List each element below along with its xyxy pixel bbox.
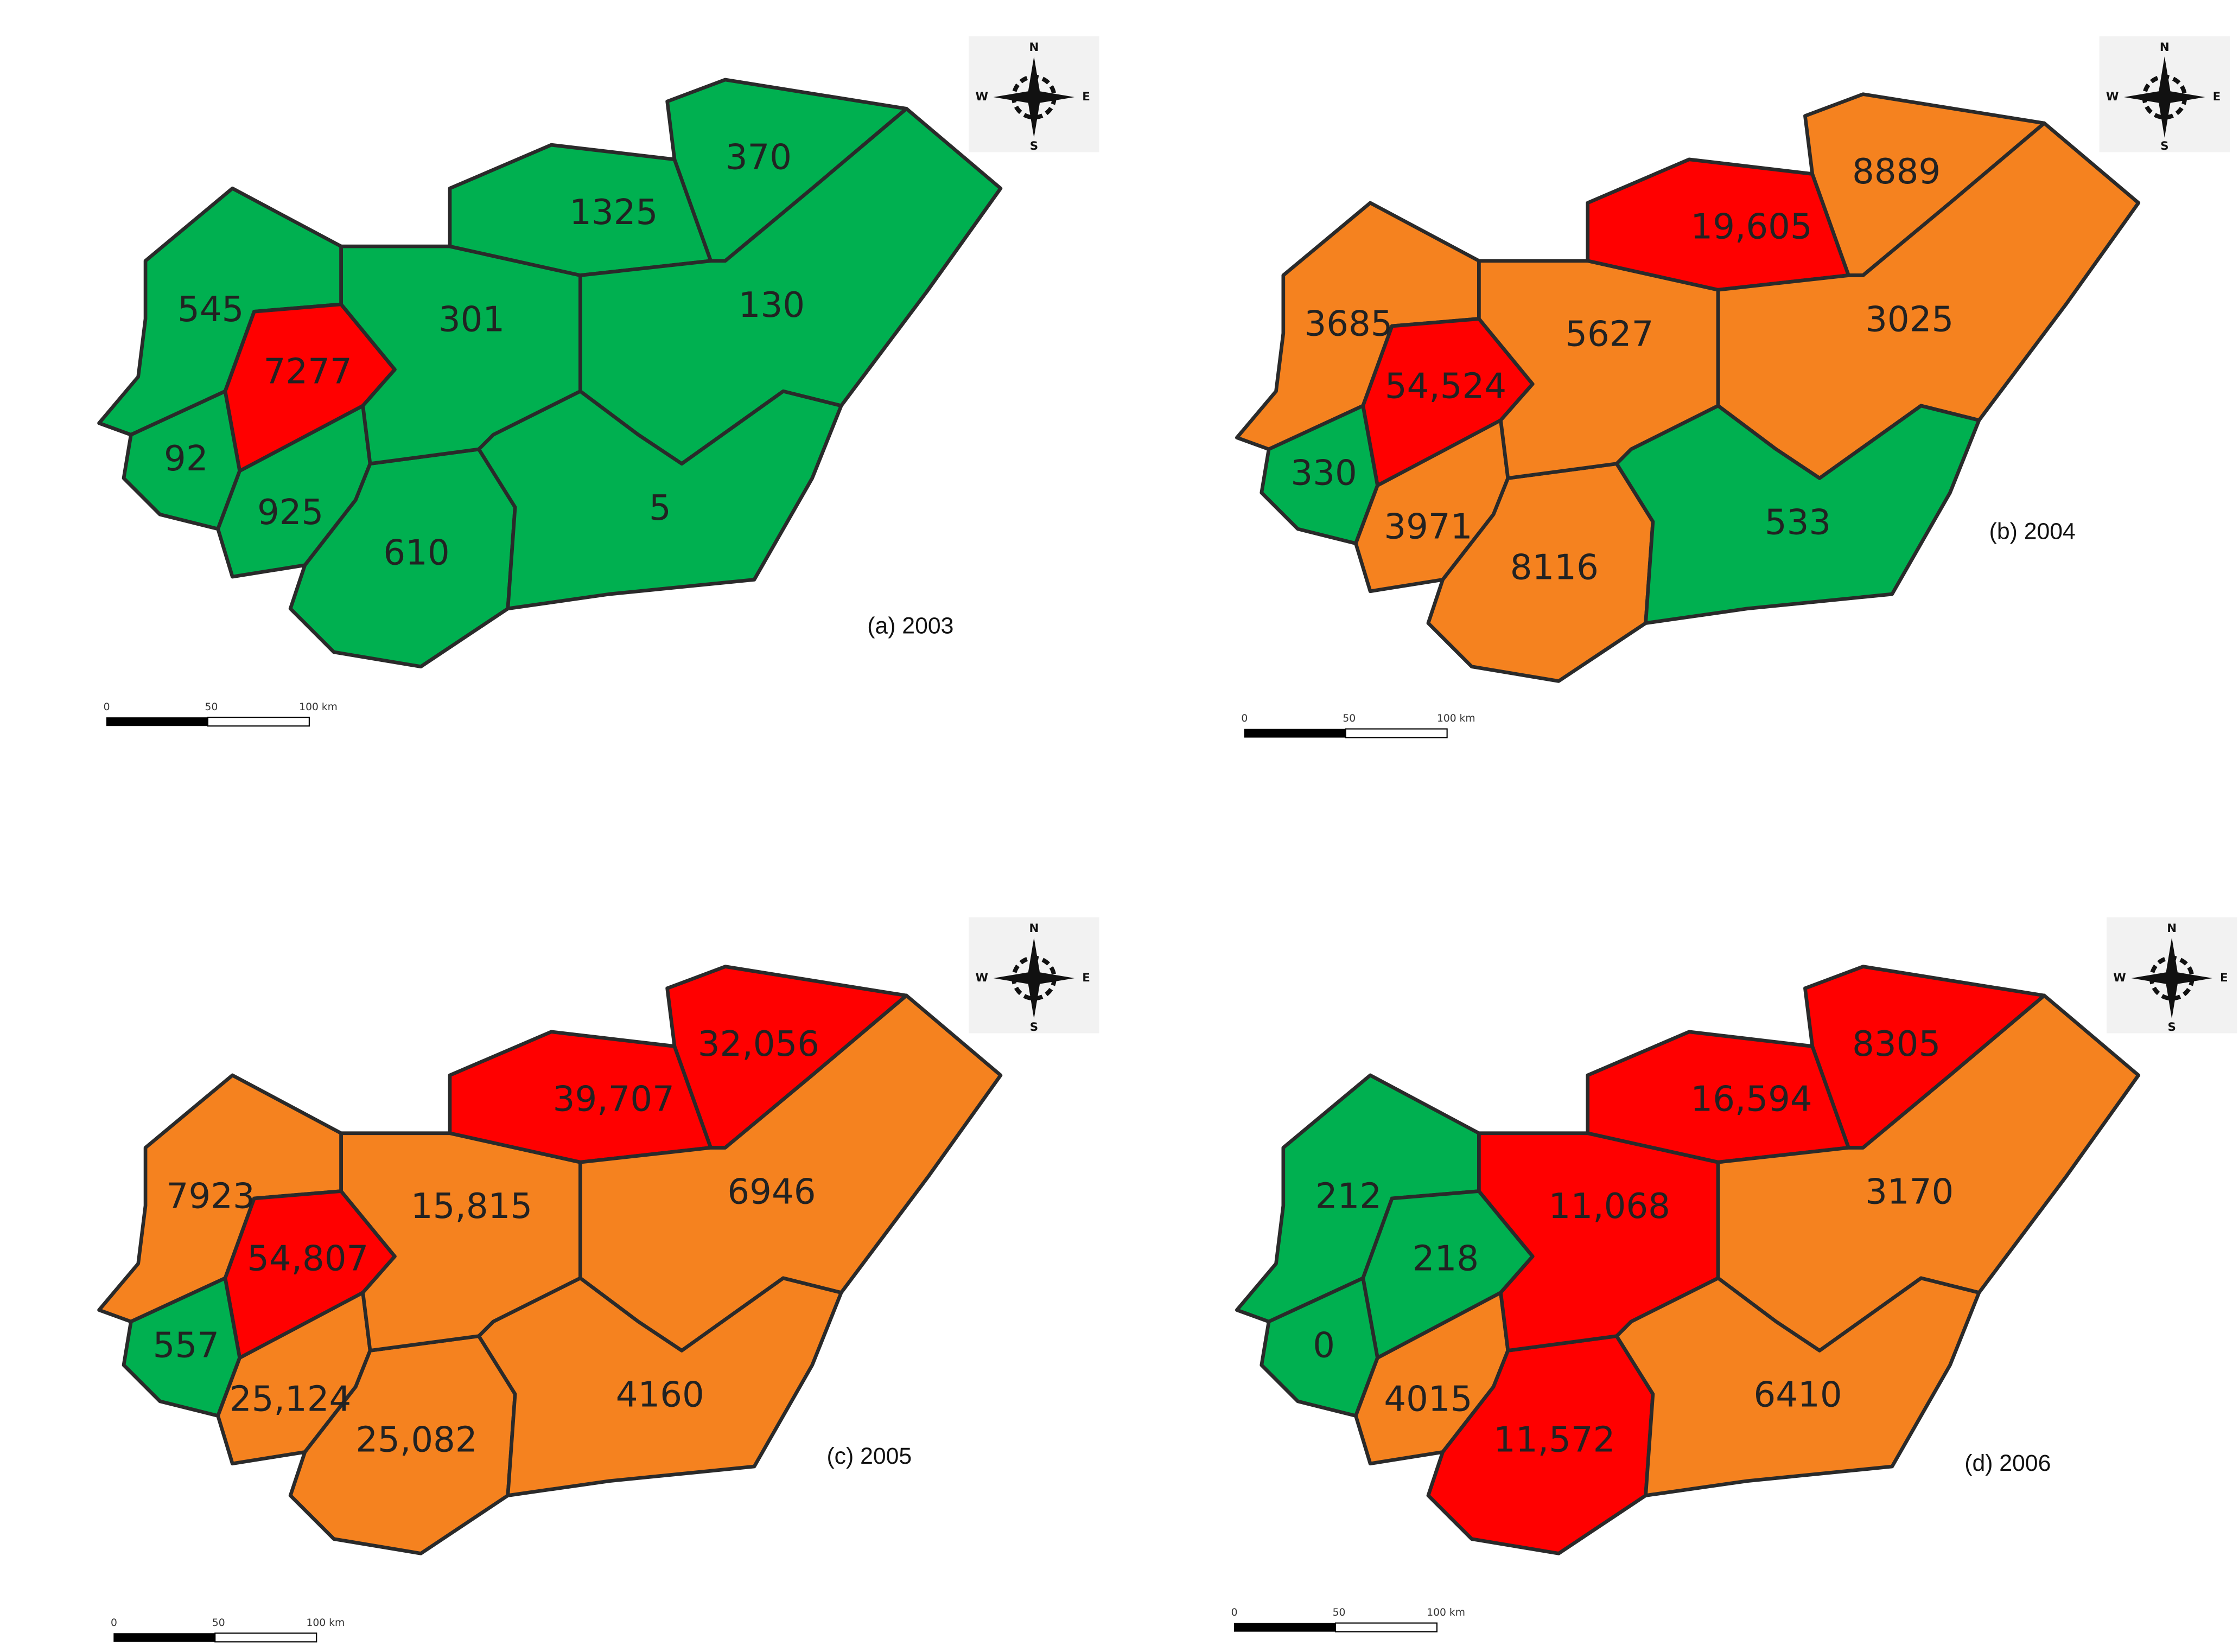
- compass-letter: E: [2220, 971, 2228, 985]
- region-label: 3971: [1384, 507, 1472, 547]
- compass-letter: N: [2167, 922, 2177, 935]
- map-panel: 3685 54,524 330 3971 8116 5627 19,605 8889 3025 5…: [1235, 36, 2230, 738]
- region-label: 54,524: [1385, 366, 1506, 406]
- region-label: 533: [1765, 502, 1831, 543]
- compass-star: [993, 937, 1075, 1019]
- compass-letter: S: [1030, 1020, 1038, 1034]
- region: [1614, 1276, 1981, 1497]
- region-label: 5: [649, 488, 671, 528]
- region-label: 16,594: [1690, 1080, 1812, 1120]
- region-label: 130: [739, 285, 805, 326]
- scale-label: 50: [212, 1617, 225, 1629]
- region-label: 925: [257, 493, 323, 533]
- scale-label: 0: [111, 1617, 117, 1629]
- compass-letter: E: [1082, 971, 1090, 985]
- scale-bar-black: [1234, 1623, 1335, 1632]
- region-label: 25,124: [230, 1379, 351, 1419]
- compass-letter: E: [1082, 90, 1090, 104]
- scale-bar-white: [1345, 728, 1448, 738]
- scale-label: 0: [1241, 713, 1248, 724]
- scale-bar-white: [1334, 1622, 1438, 1632]
- region: [477, 1276, 843, 1497]
- region-label: 4015: [1384, 1379, 1472, 1419]
- compass-letter: E: [2213, 90, 2221, 104]
- compass-letter: W: [975, 971, 988, 985]
- scale-label: 100 km: [299, 701, 338, 713]
- compass-star: [993, 56, 1075, 138]
- region-label: 330: [1290, 454, 1357, 494]
- compass-star: [2131, 937, 2212, 1019]
- scale-label: 0: [104, 701, 110, 713]
- scale-label: 50: [205, 701, 218, 713]
- compass-letter: N: [1029, 922, 1039, 935]
- region-label: 610: [383, 533, 449, 573]
- region-label: 7923: [167, 1177, 255, 1217]
- compass-letter: W: [975, 90, 988, 104]
- region-label: 6410: [1753, 1375, 1842, 1415]
- map-panel: 212 218 0 4015 11,572 11,068 16,594 8305 3170 641…: [1231, 917, 2237, 1632]
- scale-label: 100 km: [1437, 713, 1475, 724]
- region-label: 11,572: [1493, 1420, 1615, 1460]
- scale-bar-black: [1244, 729, 1346, 738]
- region-label: 8305: [1852, 1024, 1941, 1064]
- region-label: 3025: [1865, 300, 1954, 340]
- region: [477, 389, 843, 611]
- region-label: 7277: [264, 352, 352, 392]
- region-label: 557: [153, 1326, 219, 1366]
- caption: (a) 2003: [867, 613, 953, 639]
- scale-label: 50: [1333, 1607, 1346, 1618]
- region-label: 8889: [1852, 152, 1941, 192]
- region-label: 39,707: [553, 1080, 675, 1120]
- region-label: 19,605: [1690, 207, 1812, 247]
- region-label: 0: [1313, 1326, 1335, 1366]
- compass-letter: W: [2106, 90, 2119, 104]
- scale-bar-white: [207, 717, 310, 727]
- scale-label: 100 km: [307, 1617, 345, 1629]
- region-label: 15,815: [411, 1187, 532, 1227]
- caption: (c) 2005: [826, 1443, 912, 1469]
- compass-letter: S: [2167, 1020, 2176, 1034]
- scale-bar-white: [214, 1632, 317, 1643]
- compass-letter: W: [2113, 971, 2126, 985]
- scale-label: 0: [1231, 1607, 1238, 1618]
- region-label: 301: [438, 300, 505, 340]
- region-label: 32,056: [698, 1024, 819, 1064]
- region-label: 54,807: [247, 1239, 368, 1279]
- scale-bar-black: [106, 717, 208, 726]
- region-label: 6946: [727, 1172, 816, 1213]
- map-panel: 545 7277 92 925 610 301 1325 370 130 5 (a) 2003 0 50…: [97, 36, 1099, 727]
- caption: (b) 2004: [1989, 519, 2076, 545]
- region-label: 545: [177, 290, 244, 330]
- scale-bar-black: [113, 1633, 215, 1642]
- region-label: 92: [164, 439, 208, 479]
- compass-letter: N: [2160, 41, 2170, 54]
- compass-letter: N: [1029, 41, 1039, 54]
- region-label: 370: [726, 137, 792, 177]
- region-label: 3685: [1304, 304, 1392, 345]
- region-label: 25,082: [355, 1420, 477, 1460]
- compass-letter: S: [1030, 139, 1038, 153]
- region-label: 11,068: [1549, 1187, 1670, 1227]
- region-label: 3170: [1865, 1172, 1954, 1213]
- region-label: 212: [1315, 1177, 1382, 1217]
- compass-star: [2124, 56, 2205, 138]
- caption: (d) 2006: [1964, 1450, 2051, 1476]
- region-label: 218: [1413, 1239, 1479, 1279]
- region-label: 1325: [569, 193, 658, 233]
- scale-label: 50: [1343, 713, 1356, 724]
- region-label: 8116: [1510, 547, 1599, 588]
- region: [1614, 404, 1981, 625]
- scale-label: 100 km: [1427, 1607, 1465, 1618]
- region-label: 5627: [1565, 314, 1653, 354]
- compass-letter: S: [2160, 139, 2168, 153]
- region-label: 4160: [616, 1375, 704, 1415]
